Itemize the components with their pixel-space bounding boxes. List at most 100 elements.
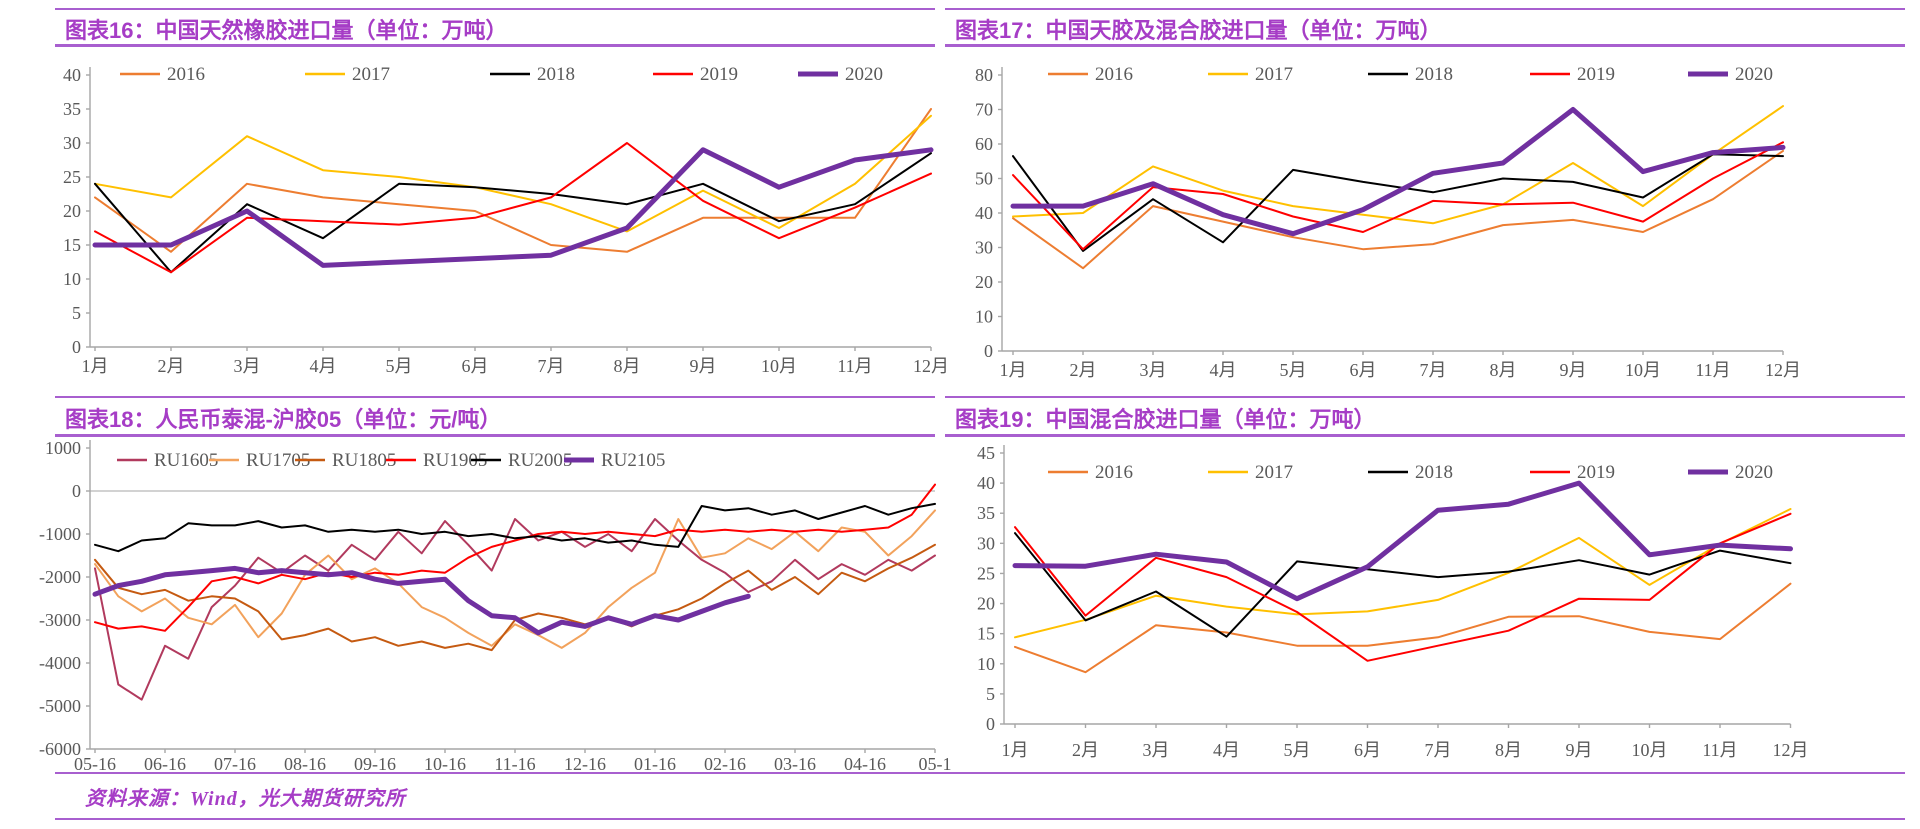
y-tick-label: 35: [977, 503, 995, 523]
top-rule-right: [945, 8, 1905, 10]
series-line-2017: [94, 114, 932, 233]
series-line-2019: [1014, 512, 1792, 662]
y-tick-label: 20: [975, 272, 993, 292]
x-tick-label: 5月: [1284, 740, 1311, 760]
chart-plot-2: 1000 0 -1000 -2000 -3000 -4000 -5000 -600005-16…: [39, 438, 952, 774]
series-line-2018: [1012, 153, 1784, 252]
x-tick-label: 05-16: [74, 754, 116, 774]
x-tick-label: 08-16: [284, 754, 326, 774]
y-tick-label: 25: [63, 167, 81, 187]
x-tick-label: 10月: [761, 356, 797, 376]
y-tick-label: 0: [72, 481, 81, 501]
x-tick-label: 06-16: [144, 754, 186, 774]
y-tick-label: 20: [63, 201, 81, 221]
x-tick-label: 11-16: [494, 754, 535, 774]
x-tick-label: 9月: [1566, 740, 1593, 760]
series-line-2020: [92, 147, 934, 268]
mid-underline-right: [945, 434, 1905, 437]
chart18-thai-mixed-minus-sh-ru05-spread: 1000 0 -1000 -2000 -3000 -4000 -5000 -6000 05-16…: [39, 438, 952, 785]
y-tick-label: -3000: [39, 610, 81, 630]
chart-plot-0: 40 35 30 25 20 15 10 5 01月 2月 3月 4月 5月 6月 7月 8月 9月 10月 11月…: [63, 64, 949, 376]
legend-label-2019: 2019: [700, 64, 738, 85]
y-tick-label: 5: [72, 303, 81, 323]
y-tick-label: 60: [975, 134, 993, 154]
y-tick-label: 5: [986, 684, 995, 704]
legend-label-2016: 2016: [1095, 64, 1133, 85]
x-tick-label: 7月: [538, 356, 565, 376]
chart16-natural-rubber-imports: 40 35 30 25 20 15 10 5 0 1月 2月 3月 4月 5月 6月 7月 8月 9月 10月 11月…: [55, 50, 949, 390]
x-tick-label: 09-16: [354, 754, 396, 774]
x-tick-label: 2月: [158, 356, 185, 376]
legend-label-RU1805: RU1805: [332, 450, 396, 471]
series-line-2016: [1014, 582, 1792, 674]
legend-label-2017: 2017: [1255, 462, 1293, 483]
legend-label-2020: 2020: [1735, 64, 1773, 85]
series-line-2018: [1014, 532, 1792, 638]
chart-plot-1: 80 70 60 50 40 30 20 10 0 1月 2月 3月 4月 5月 6月 7月 8月 9月 10月 11…: [975, 64, 1801, 380]
x-tick-label: 5月: [1280, 360, 1307, 380]
y-tick-label: 70: [975, 100, 993, 120]
top-rule-left: [55, 8, 935, 10]
series-line-RU1805: [94, 543, 936, 652]
x-tick-label: 4月: [310, 356, 337, 376]
x-tick-label: 03-16: [774, 754, 816, 774]
y-tick-label: 10: [977, 654, 995, 674]
legend-label-RU2105: RU2105: [601, 450, 665, 471]
series-line-RU2005: [94, 502, 936, 553]
chart19-title: 图表19：中国混合胶进口量（单位：万吨）: [955, 407, 1376, 432]
legend-label-2018: 2018: [1415, 64, 1453, 85]
y-tick-label: 25: [977, 563, 995, 583]
y-tick-label: 30: [975, 238, 993, 258]
mid-rule-right: [945, 396, 1905, 398]
x-tick-label: 8月: [614, 356, 641, 376]
y-tick-label: 15: [63, 235, 81, 255]
x-tick-label: 10月: [1632, 740, 1668, 760]
x-tick-label: 10-16: [424, 754, 466, 774]
x-tick-label: 7月: [1425, 740, 1452, 760]
y-tick-label: 30: [977, 533, 995, 553]
x-tick-label: 3月: [1143, 740, 1170, 760]
x-tick-label: 9月: [1560, 360, 1587, 380]
chart16-title: 图表16：中国天然橡胶进口量（单位：万吨）: [65, 18, 508, 43]
x-tick-label: 1月: [1000, 360, 1027, 380]
chart-plot-3: 45 40 35 30 25 20 15 10 5 0 1月 2月 3月 4月 5月 6月 7月 8月 9月 10月 1…: [977, 443, 1809, 760]
x-tick-label: 7月: [1420, 360, 1447, 380]
y-tick-label: -2000: [39, 567, 81, 587]
x-tick-label: 6月: [462, 356, 489, 376]
y-tick-label: 0: [986, 714, 995, 734]
x-tick-label: 3月: [1140, 360, 1167, 380]
y-tick-label: 40: [63, 65, 81, 85]
y-tick-label: 80: [975, 65, 993, 85]
x-tick-label: 12月: [1765, 360, 1801, 380]
legend-label-2018: 2018: [1415, 462, 1453, 483]
legend-label-RU1605: RU1605: [154, 450, 218, 471]
x-tick-label: 8月: [1495, 740, 1522, 760]
y-tick-label: 45: [977, 443, 995, 463]
y-tick-label: 20: [977, 594, 995, 614]
y-tick-label: -5000: [39, 696, 81, 716]
x-tick-label: 04-16: [844, 754, 886, 774]
y-tick-label: -6000: [39, 739, 81, 759]
series-line-2016: [1012, 149, 1784, 270]
legend-label-2016: 2016: [1095, 462, 1133, 483]
series-line-RU2105: [92, 565, 751, 636]
y-tick-label: 10: [63, 269, 81, 289]
y-tick-label: 30: [63, 133, 81, 153]
legend-label-2020: 2020: [1735, 462, 1773, 483]
series-line-2017: [1014, 508, 1792, 639]
x-tick-label: 9月: [690, 356, 717, 376]
legend-label-2016: 2016: [167, 64, 205, 85]
series-line-2019: [1012, 141, 1784, 251]
x-tick-label: 01-16: [634, 754, 676, 774]
x-tick-label: 10月: [1625, 360, 1661, 380]
x-tick-label: 2月: [1070, 360, 1097, 380]
y-tick-label: 50: [975, 169, 993, 189]
series-line-2020: [1010, 107, 1786, 237]
legend-label-2018: 2018: [537, 64, 575, 85]
x-tick-label: 1月: [1002, 740, 1029, 760]
x-tick-label: 12月: [913, 356, 949, 376]
legend-label-2017: 2017: [352, 64, 390, 85]
legend-label-2019: 2019: [1577, 64, 1615, 85]
x-tick-label: 6月: [1354, 740, 1381, 760]
legend-label-RU2005: RU2005: [508, 450, 572, 471]
